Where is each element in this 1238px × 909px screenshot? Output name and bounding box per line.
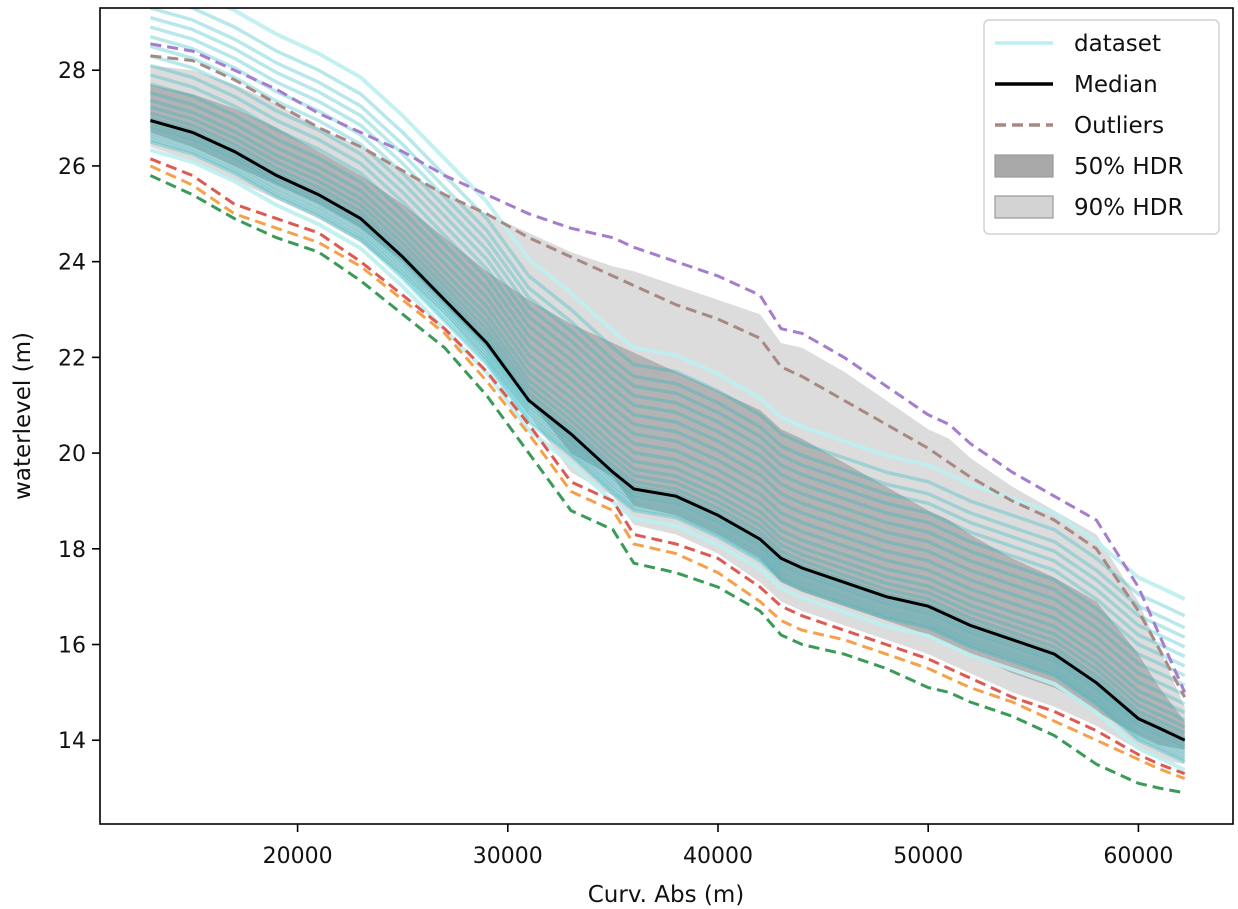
dataset-curve-4 [149, 127, 1186, 751]
dataset-curve-16 [149, 44, 1186, 668]
x-tick-label: 60000 [1103, 844, 1173, 869]
series-lines [149, 42, 1187, 795]
x-axis-title: Curv. Abs (m) [588, 882, 745, 908]
y-axis-title: waterlevel (m) [10, 332, 36, 500]
dataset-curve-5 [149, 124, 1186, 748]
y-tick-label: 16 [58, 634, 86, 659]
outlier-curve-3 [149, 164, 1186, 780]
dataset-curve-0 [149, 140, 1186, 764]
dataset-curve-7 [149, 116, 1186, 740]
y-tick-label: 20 [58, 442, 86, 467]
legend-swatch-90-hdr [994, 195, 1054, 219]
dataset-envelope-curve-1 [149, 148, 1186, 772]
dataset-envelope-curve-0 [224, 8, 1186, 601]
outlier-curve-4 [149, 174, 1185, 795]
x-tick-label: 20000 [263, 844, 333, 869]
dataset-curve-18 [149, 25, 1186, 649]
dataset-curve-12 [149, 82, 1186, 706]
dataset-curve-19 [149, 15, 1186, 639]
y-tick-label: 14 [58, 729, 86, 754]
dataset-curve-21 [186, 8, 1186, 618]
dataset-curve-2 [149, 134, 1186, 758]
dataset-curve-11 [149, 91, 1186, 715]
dataset-curve-3 [149, 131, 1186, 755]
legend-swatch-50-hdr [994, 154, 1054, 178]
plot-frame [99, 7, 1234, 825]
legend-label-median: Median [1074, 72, 1158, 98]
legend: dataset Median Outliers 50% HDR 90% HDR [983, 19, 1220, 235]
y-tick-label: 28 [58, 59, 86, 84]
median-line [149, 119, 1186, 742]
dataset-curve-20 [149, 8, 1186, 630]
dataset-curve-10 [149, 98, 1186, 722]
legend-label-outliers: Outliers [1074, 113, 1164, 139]
x-tick-label: 40000 [683, 844, 753, 869]
y-axis-ticks: 14 16 18 20 22 24 26 28 [58, 59, 100, 754]
dataset-curve-14 [149, 63, 1186, 687]
50-hdr-band [150, 84, 1185, 750]
x-axis-ticks: 20000 30000 40000 50000 60000 [263, 824, 1173, 869]
y-tick-label: 22 [58, 346, 86, 371]
dataset-curve-9 [149, 105, 1186, 729]
dataset-curve-8 [149, 111, 1186, 735]
y-tick-label: 18 [58, 538, 86, 563]
dataset-curve-13 [149, 73, 1186, 697]
legend-box [983, 19, 1220, 235]
legend-label-90-hdr: 90% HDR [1074, 195, 1183, 221]
y-tick-label: 26 [58, 155, 86, 180]
legend-label-dataset: dataset [1074, 31, 1161, 57]
dataset-curve-15 [149, 54, 1186, 678]
x-tick-label: 30000 [473, 844, 543, 869]
dataset-curves [149, 8, 1186, 772]
x-tick-label: 50000 [893, 844, 963, 869]
dataset-curve-6 [149, 121, 1186, 745]
outlier-curve-2 [149, 157, 1186, 776]
legend-label-50-hdr: 50% HDR [1074, 154, 1183, 180]
dataset-curve-1 [149, 137, 1186, 761]
y-tick-label: 24 [58, 251, 86, 276]
outlier-curve-1 [150, 42, 1187, 694]
hdr-bands [150, 65, 1185, 765]
outlier-curve-0 [150, 54, 1187, 698]
